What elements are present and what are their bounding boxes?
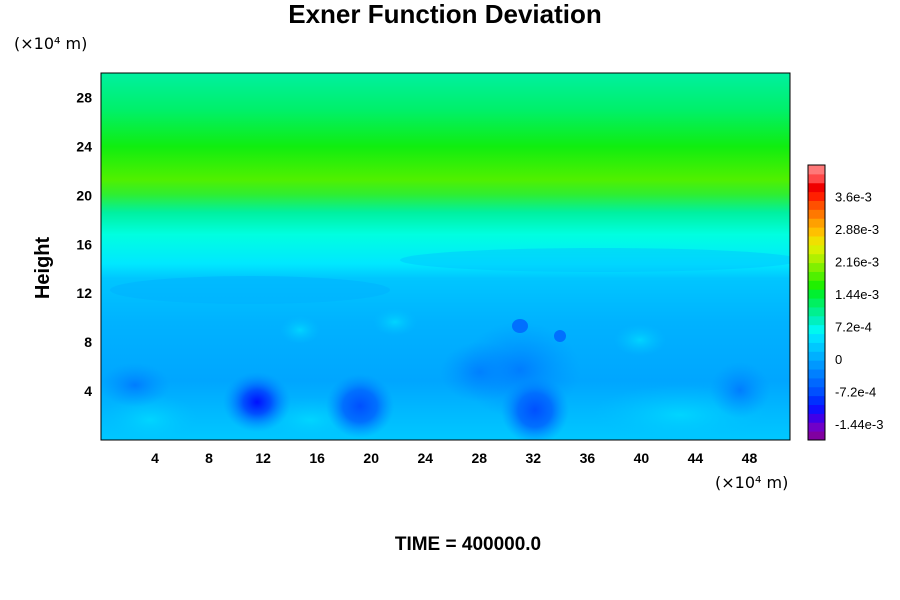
y-axis-unit: (×10⁴ m)	[14, 34, 87, 53]
colorbar-swatch	[808, 351, 825, 361]
colorbar-swatch	[808, 182, 825, 193]
colorbar-swatch	[808, 165, 825, 175]
y-tick-label: 24	[76, 138, 92, 154]
colorbar-swatch	[808, 333, 825, 343]
colorbar-tick-label: 1.44e-3	[835, 287, 879, 302]
y-tick-label: 12	[76, 285, 92, 301]
y-tick-label: 8	[84, 334, 92, 350]
colorbar-swatch	[808, 227, 825, 237]
colorbar	[807, 164, 826, 441]
colorbar-swatch	[808, 342, 825, 352]
y-tick-label: 20	[76, 187, 92, 203]
colorbar-swatch	[808, 360, 825, 370]
colorbar-swatch	[808, 306, 825, 317]
x-axis-ticks: 4 8 12 16 20 24 28 32 36 40 44 48	[151, 450, 757, 466]
plot-area	[101, 73, 790, 440]
x-axis-unit: (×10⁴ m)	[715, 473, 788, 492]
field-features	[101, 248, 790, 440]
colorbar-swatch	[808, 298, 825, 308]
x-tick-label: 8	[205, 450, 213, 466]
x-tick-label: 48	[742, 450, 758, 466]
plot-frame	[100, 72, 791, 441]
colorbar-tick-label: 0	[835, 352, 842, 367]
colorbar-tick-label: 7.2e-4	[835, 319, 872, 334]
x-tick-label: 20	[363, 450, 379, 466]
colorbar-swatch	[808, 244, 825, 255]
x-tick-label: 4	[151, 450, 159, 466]
x-tick-label: 40	[634, 450, 650, 466]
colorbar-tick-label: 2.16e-3	[835, 254, 879, 269]
colorbar-swatch	[808, 431, 825, 441]
colorbar-swatch	[808, 173, 825, 184]
x-tick-label: 36	[580, 450, 596, 466]
colorbar-swatch	[808, 404, 825, 414]
chart-title: Exner Function Deviation	[288, 0, 602, 29]
colorbar-swatch	[808, 315, 825, 326]
colorbar-swatch	[808, 369, 825, 379]
colorbar-ticks: -1.44e-3 -7.2e-4 0 7.2e-4 1.44e-3 2.16e-3 2.88…	[835, 190, 883, 432]
x-tick-label: 12	[255, 450, 271, 466]
colorbar-swatch	[808, 280, 825, 290]
y-tick-label: 4	[84, 383, 92, 399]
colorbar-swatch	[808, 395, 825, 406]
colorbar-swatch	[808, 262, 825, 272]
x-tick-label: 44	[688, 450, 704, 466]
y-axis-ticks: 4 8 12 16 20 24 28	[76, 89, 92, 399]
y-tick-label: 28	[76, 89, 92, 105]
colorbar-tick-label: -7.2e-4	[835, 384, 876, 399]
colorbar-frame	[807, 164, 826, 441]
x-tick-label: 16	[309, 450, 325, 466]
colorbar-swatch	[808, 324, 825, 335]
colorbar-swatch	[808, 191, 825, 201]
colorbar-tick-label: 2.88e-3	[835, 222, 879, 237]
x-tick-label: 32	[526, 450, 542, 466]
colorbar-tick-label: 3.6e-3	[835, 190, 872, 205]
colorbar-swatch	[808, 200, 825, 210]
colorbar-swatch	[808, 235, 825, 246]
time-label: TIME = 400000.0	[395, 534, 541, 555]
y-tick-label: 16	[76, 236, 92, 252]
colorbar-swatch	[808, 422, 825, 432]
colorbar-swatch	[808, 253, 825, 264]
colorbar-swatch	[808, 377, 825, 388]
colorbar-swatch	[808, 209, 825, 219]
colorbar-tick-label: -1.44e-3	[835, 417, 883, 432]
x-tick-label: 24	[417, 450, 433, 466]
colorbar-swatch	[808, 289, 825, 299]
colorbar-swatch	[808, 413, 825, 423]
colorbar-swatch	[808, 386, 825, 397]
y-axis-label: Height	[32, 237, 54, 300]
colorbar-swatch	[808, 218, 825, 228]
colorbar-swatch	[808, 271, 825, 281]
x-tick-label: 28	[471, 450, 487, 466]
